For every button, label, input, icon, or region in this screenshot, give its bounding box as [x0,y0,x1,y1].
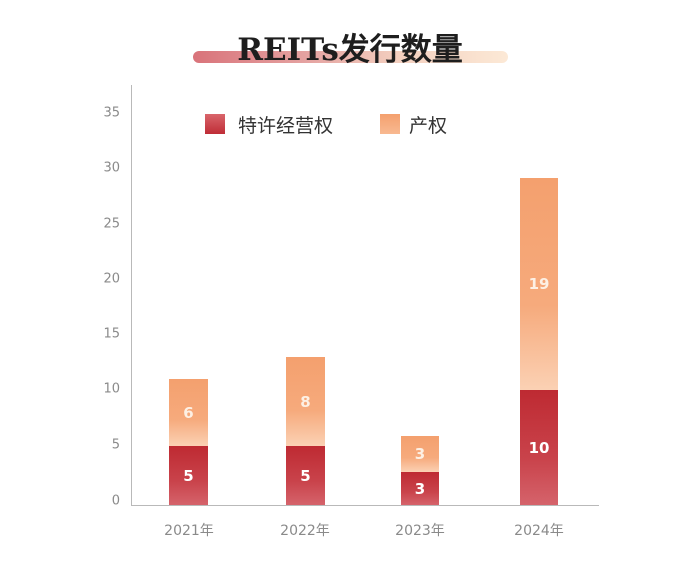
x-tick: 2021年 [164,523,214,539]
bar-value-label: 3 [414,479,426,498]
legend-label-franchise: 特许经营权 [238,114,334,137]
y-tick: 20 [103,271,120,287]
bar-value-label: 10 [528,438,550,457]
x-tick: 2024年 [514,523,564,539]
title-underline-pill [193,51,508,63]
x-tick: 2023年 [395,523,445,539]
y-tick: 0 [111,493,120,509]
y-tick: 10 [103,381,120,397]
bar-value-label: 3 [414,445,426,463]
legend-label-property: 产权 [409,114,448,137]
bar-value-label: 19 [528,275,550,293]
y-tick: 25 [103,216,120,232]
bar-2021-property: 6 [169,379,208,446]
bar-value-label: 5 [183,466,194,485]
bar-2024-franchise: 10 [520,390,558,505]
bar-value-label: 6 [183,403,194,422]
bar-2021-franchise: 5 [169,446,208,505]
bar-2024-property: 19 [520,178,558,390]
y-tick: 15 [103,326,120,342]
legend-item-franchise: 特许经营权 [205,113,334,137]
x-tick: 2022年 [280,523,330,539]
bar-value-label: 5 [300,466,311,485]
bar-2022-franchise: 5 [286,446,325,505]
bar-value-label: 8 [300,392,311,411]
y-axis-line [131,85,132,506]
y-tick: 35 [103,105,120,121]
legend-swatch-franchise [205,114,225,134]
y-tick: 30 [103,160,120,176]
legend-item-property: 产权 [380,113,448,137]
bar-2023-property: 3 [401,436,439,472]
bar-2022-property: 8 [286,357,325,446]
chart-title: REITs发行数量 [237,32,463,68]
legend-swatch-property [380,114,400,134]
y-tick: 5 [111,437,120,453]
x-axis-line [131,505,599,506]
bar-2023-franchise: 3 [401,472,439,505]
